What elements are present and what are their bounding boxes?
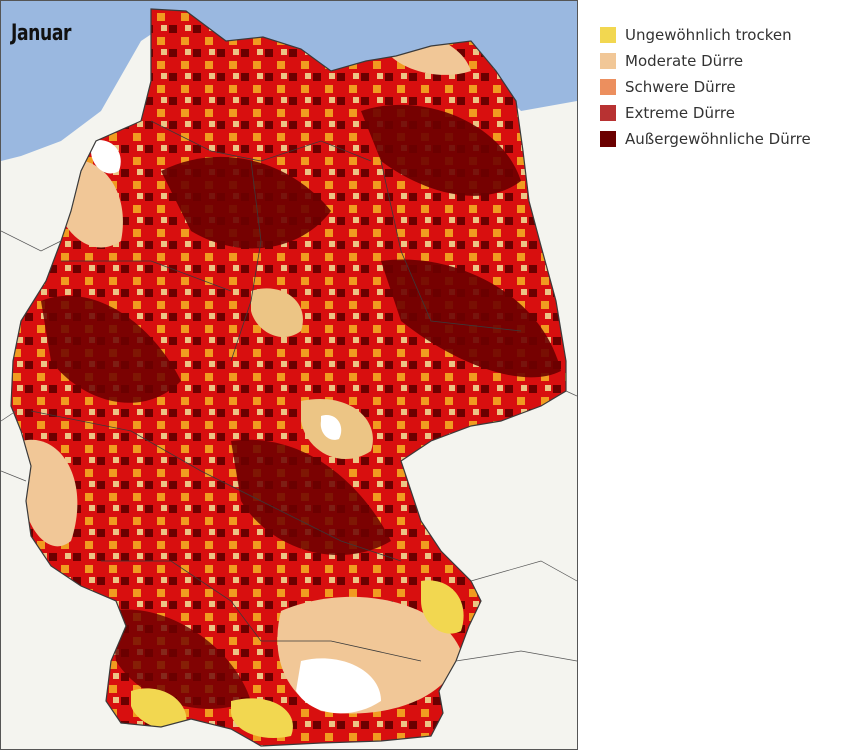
legend-label: Schwere Dürre xyxy=(625,78,736,96)
legend-swatch xyxy=(600,79,616,95)
legend-swatch xyxy=(600,53,616,69)
germany-border xyxy=(10,8,567,747)
state-borders xyxy=(30,120,522,662)
legend-label: Ungewöhnlich trocken xyxy=(625,26,792,44)
drought-map: Januar xyxy=(0,0,578,750)
legend-item: Extreme Dürre xyxy=(600,100,811,126)
legend-item: Schwere Dürre xyxy=(600,74,811,100)
legend-label: Moderate Dürre xyxy=(625,52,744,70)
month-title: Januar xyxy=(11,21,72,46)
legend: Ungewöhnlich trocken Moderate Dürre Schw… xyxy=(600,22,811,152)
map-canvas xyxy=(1,1,577,747)
legend-swatch xyxy=(600,131,616,147)
legend-label: Extreme Dürre xyxy=(625,104,735,122)
legend-item: Ungewöhnlich trocken xyxy=(600,22,811,48)
legend-swatch xyxy=(600,105,616,121)
legend-item: Moderate Dürre xyxy=(600,48,811,74)
legend-item: Außergewöhnliche Dürre xyxy=(600,126,811,152)
neighbor-borders xyxy=(1,230,577,662)
legend-label: Außergewöhnliche Dürre xyxy=(625,130,811,148)
legend-swatch xyxy=(600,27,616,43)
